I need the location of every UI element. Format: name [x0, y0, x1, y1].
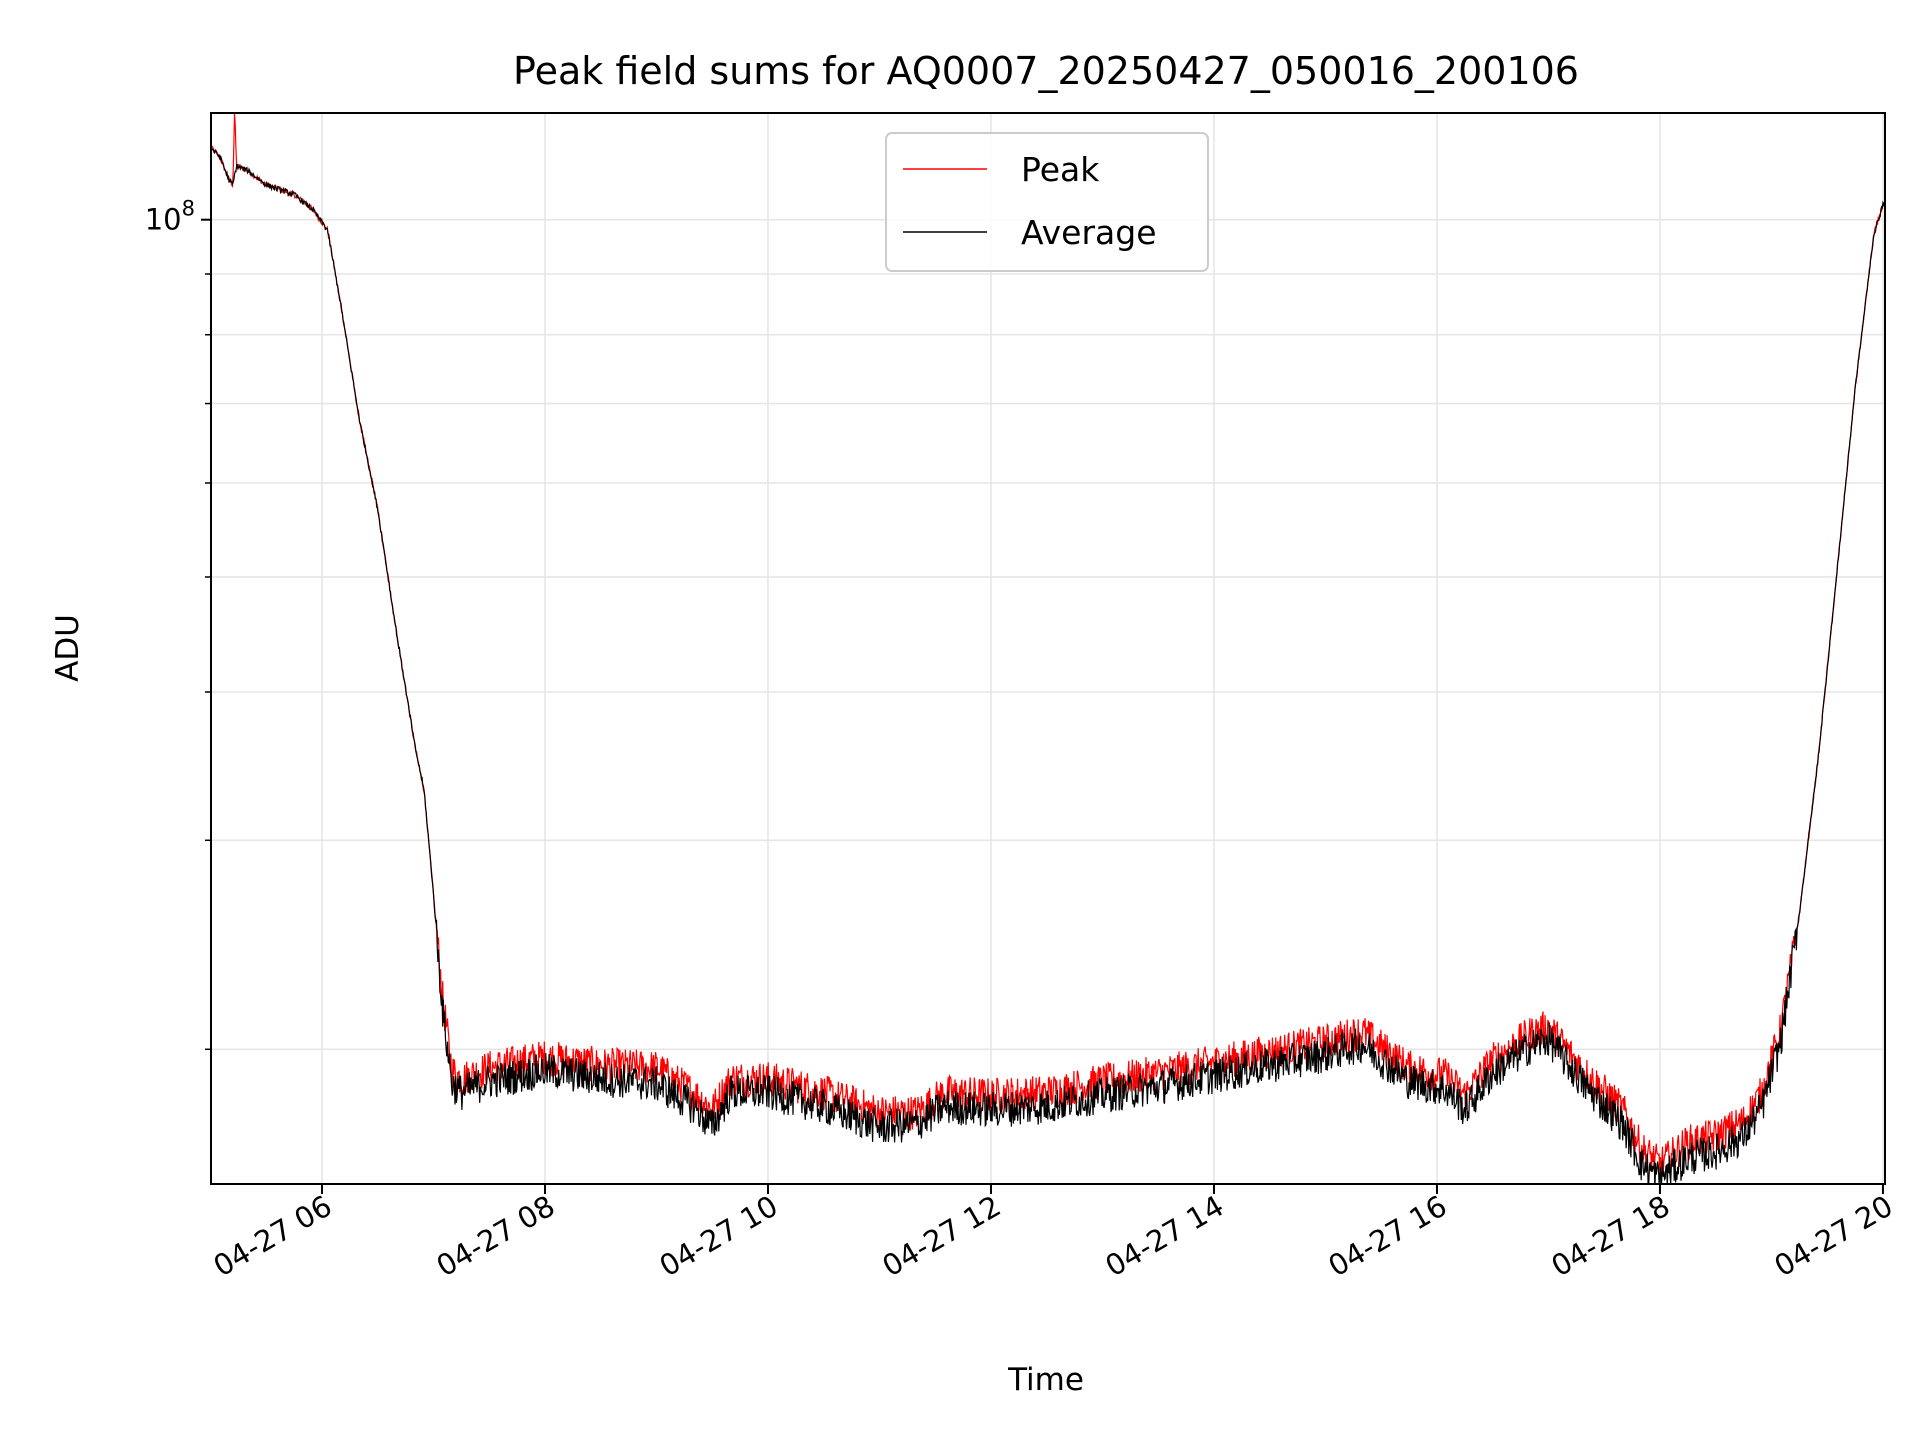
- y-axis-title: ADU: [50, 614, 86, 682]
- chart-title: Peak field sums for AQ0007_20250427_0500…: [513, 49, 1579, 93]
- grid-layer: [211, 113, 1885, 1184]
- x-axis-title: Time: [1007, 1362, 1084, 1398]
- legend: Peak Average: [885, 132, 1209, 272]
- y-tick-label: 108: [145, 197, 195, 237]
- legend-box: [885, 132, 1209, 272]
- series-layer: [211, 113, 1885, 1184]
- legend-label-average: Average: [1021, 213, 1157, 252]
- series-line-average: [211, 148, 1885, 1184]
- plot-frame: [210, 112, 1886, 1185]
- legend-label-peak: Peak: [1021, 150, 1100, 189]
